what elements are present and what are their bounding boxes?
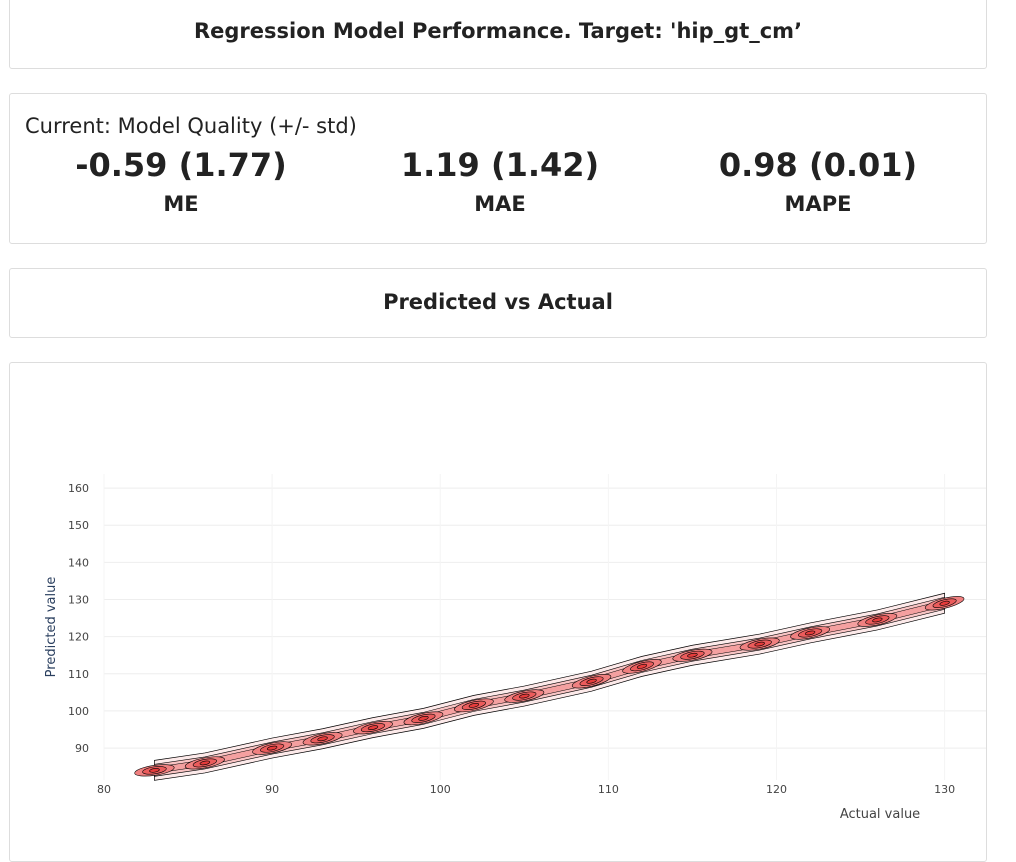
y-tick-label: 110 [68, 668, 89, 681]
contour-peak [199, 760, 211, 766]
contour-peak [754, 641, 765, 647]
x-tick-label: 100 [430, 783, 451, 796]
header-title: Regression Model Performance. Target: 'h… [193, 19, 803, 43]
section-title: Predicted vs Actual [383, 290, 613, 314]
metric-label: MAPE [784, 192, 852, 216]
contour-peak [367, 725, 379, 730]
metric: 1.19 (1.42) MAE [340, 146, 660, 216]
metrics-title: Current: Model Quality (+/- std) [25, 114, 357, 138]
metric: 0.98 (0.01) MAPE [658, 146, 978, 216]
metric-label: MAE [474, 192, 526, 216]
contour-peak [266, 745, 278, 751]
x-tick-label: 90 [265, 783, 279, 796]
contour-peak [519, 693, 530, 699]
metric: -0.59 (1.77) ME [21, 146, 341, 216]
metric-label: ME [163, 192, 199, 216]
metric-value: -0.59 (1.77) [75, 146, 287, 184]
contour-peak [939, 600, 950, 606]
header-card: Regression Model Performance. Target: 'h… [9, 0, 987, 69]
x-tick-label: 130 [934, 783, 955, 796]
x-tick-label: 110 [598, 783, 619, 796]
y-tick-label: 160 [68, 482, 89, 495]
contour-peak [586, 678, 597, 684]
y-tick-label: 100 [68, 705, 89, 718]
section-card: Predicted vs Actual [9, 268, 987, 338]
chart: Actual value Predicted value 90 100 110 120… [44, 474, 986, 822]
x-tick-label: 80 [97, 783, 111, 796]
metrics-card: Current: Model Quality (+/- std) -0.59 (… [9, 93, 987, 244]
contour-peak [804, 630, 816, 636]
contour-peak [418, 715, 429, 721]
metric-value: 0.98 (0.01) [718, 146, 918, 184]
x-axis-label: Actual value [840, 807, 920, 822]
contour-peak [687, 652, 698, 658]
y-axis-label: Predicted value [44, 577, 59, 678]
y-tick-label: 130 [68, 594, 89, 607]
chart-card: Actual value Predicted value 90 100 110 120… [9, 362, 987, 862]
y-tick-label: 90 [75, 742, 89, 755]
x-tick-label: 120 [766, 783, 787, 796]
contour-peak [149, 768, 160, 773]
metric-value: 1.19 (1.42) [400, 146, 600, 184]
contour-peak [636, 663, 648, 669]
contour-peak [317, 736, 328, 742]
contour-peak [872, 617, 883, 623]
y-tick-label: 120 [68, 631, 89, 644]
y-tick-label: 140 [68, 556, 89, 569]
contour-peak [468, 702, 480, 708]
y-tick-label: 150 [68, 519, 89, 532]
